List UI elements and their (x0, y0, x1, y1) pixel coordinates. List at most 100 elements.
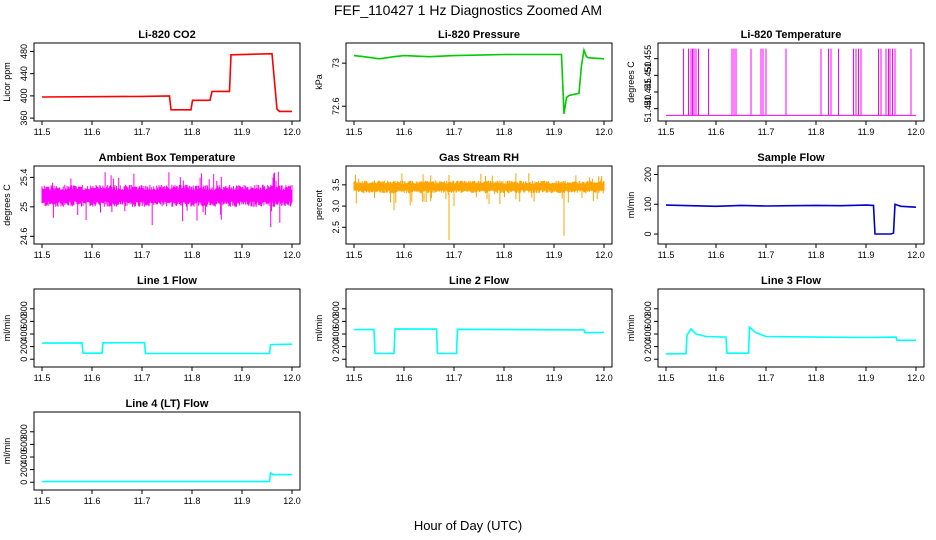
x-tick-label: 11.6 (396, 373, 413, 383)
y-tick-label: 51.455 (643, 45, 653, 73)
plot-frame (33, 165, 301, 245)
x-tick-label: 11.5 (658, 250, 675, 260)
y-tick-label: 0 (19, 480, 29, 485)
series-group (353, 47, 605, 114)
x-tick-label: 11.6 (84, 373, 101, 383)
y-axis-label: Licor ppm (2, 62, 12, 102)
chart-panel: Li-820 Temperature degrees C 11.5 11.6 11.7 1… (626, 29, 925, 137)
y-tick-label: 0 (19, 357, 29, 362)
plot-frame (345, 288, 613, 368)
y-tick-label: 800 (19, 424, 29, 439)
y-tick-label: 3.0 (331, 200, 341, 213)
y-tick-label: 51.440 (643, 95, 653, 123)
x-axis-label: Hour of Day (UTC) (413, 518, 523, 533)
x-tick-label: 11.8 (496, 373, 513, 383)
series-line (41, 52, 292, 113)
series-noise-band (353, 173, 605, 240)
chart-panel: Li-820 Pressure kPa 11.5 11.6 11.7 11.8 11.9 12… (314, 29, 613, 137)
x-tick-label: 11.7 (134, 373, 151, 383)
y-tick-label: 200 (19, 462, 29, 477)
y-tick-label: 25.4 (19, 169, 29, 187)
plot-frame (345, 42, 613, 122)
plot-frame (657, 165, 925, 245)
x-tick-label: 11.6 (708, 373, 725, 383)
y-tick-label: 2.5 (331, 221, 341, 234)
series-group (665, 325, 916, 355)
y-axis-label: ml/min (314, 315, 324, 342)
y-tick-label: 100 (643, 197, 653, 212)
x-tick-label: 11.5 (34, 127, 51, 137)
y-tick-label: 480 (19, 44, 29, 59)
x-tick-label: 11.7 (134, 127, 151, 137)
x-tick-label: 12.0 (907, 127, 925, 137)
series-line (41, 341, 293, 355)
x-tick-label: 11.5 (346, 250, 363, 260)
y-tick-label: 200 (643, 339, 653, 354)
x-tick-label: 11.7 (758, 127, 775, 137)
panel-title: Sample Flow (757, 152, 825, 164)
chart-panel: Gas Stream RH percent 11.5 11.6 11.7 11.8 11.9… (314, 152, 613, 260)
chart-panel: Li-820 CO2 Licor ppm 11.5 11.6 11.7 11.8 11.9 1… (2, 29, 301, 137)
x-tick-label: 11.6 (84, 127, 101, 137)
y-tick-label: 200 (19, 339, 29, 354)
series-group (666, 48, 916, 116)
series-group (353, 328, 605, 355)
series-group (41, 171, 293, 228)
y-tick-label: 600 (19, 437, 29, 452)
chart-panel: Sample Flow ml/min 11.5 11.6 11.7 11.8 11.9 12.… (626, 152, 925, 260)
panel-title: Line 4 (LT) Flow (126, 398, 209, 410)
y-axis-label: degrees C (2, 184, 12, 226)
y-axis-label: kPa (314, 74, 324, 90)
y-tick-label: 0 (643, 232, 653, 237)
x-tick-label: 11.7 (446, 373, 463, 383)
y-tick-label: 400 (331, 326, 341, 341)
x-tick-label: 11.7 (758, 373, 775, 383)
x-tick-label: 11.9 (234, 496, 251, 506)
x-tick-label: 11.6 (708, 127, 725, 137)
series-line (666, 48, 916, 116)
y-tick-label: 360 (19, 111, 29, 126)
series-line (353, 328, 605, 355)
y-tick-label: 400 (643, 326, 653, 341)
x-tick-label: 11.6 (84, 496, 101, 506)
x-tick-label: 11.5 (658, 127, 675, 137)
x-tick-label: 11.5 (34, 373, 51, 383)
x-tick-label: 11.9 (858, 127, 875, 137)
x-tick-label: 12.0 (283, 250, 301, 260)
plot-frame (657, 288, 925, 368)
chart-panel: Ambient Box Temperature degrees C 11.5 11.6… (2, 152, 301, 260)
x-tick-label: 11.8 (496, 250, 513, 260)
series-line (353, 47, 605, 114)
x-tick-label: 12.0 (283, 496, 301, 506)
series-group (41, 52, 292, 113)
panel-title: Line 1 Flow (137, 275, 197, 287)
panel-title: Li-820 Temperature (741, 29, 842, 41)
panel-title: Li-820 Pressure (438, 29, 520, 41)
y-tick-label: 0 (643, 357, 653, 362)
x-tick-label: 11.7 (134, 250, 151, 260)
series-group (41, 341, 293, 355)
panel-title: Gas Stream RH (439, 152, 519, 164)
x-tick-label: 12.0 (283, 127, 301, 137)
x-tick-label: 11.7 (758, 250, 775, 260)
x-tick-label: 11.8 (808, 127, 825, 137)
x-tick-label: 11.9 (858, 373, 875, 383)
y-axis-label: ml/min (626, 192, 636, 219)
y-tick-label: 3.5 (331, 179, 341, 192)
plot-frame (345, 165, 613, 245)
x-tick-label: 11.8 (184, 496, 201, 506)
x-tick-label: 11.9 (546, 373, 563, 383)
series-group (353, 173, 605, 240)
chart-panel: Line 1 Flow ml/min 11.5 11.6 11.7 11.8 11.9 12.… (2, 275, 301, 383)
y-axis-label: ml/min (2, 438, 12, 465)
series-noise-band (41, 171, 293, 228)
x-tick-label: 11.8 (184, 373, 201, 383)
x-tick-label: 11.9 (546, 127, 563, 137)
x-tick-label: 11.7 (446, 127, 463, 137)
y-tick-label: 600 (331, 314, 341, 329)
y-tick-label: 200 (331, 339, 341, 354)
x-tick-label: 11.8 (808, 373, 825, 383)
y-tick-label: 200 (643, 167, 653, 182)
panel-title: Line 3 Flow (761, 275, 821, 287)
y-tick-label: 600 (19, 314, 29, 329)
